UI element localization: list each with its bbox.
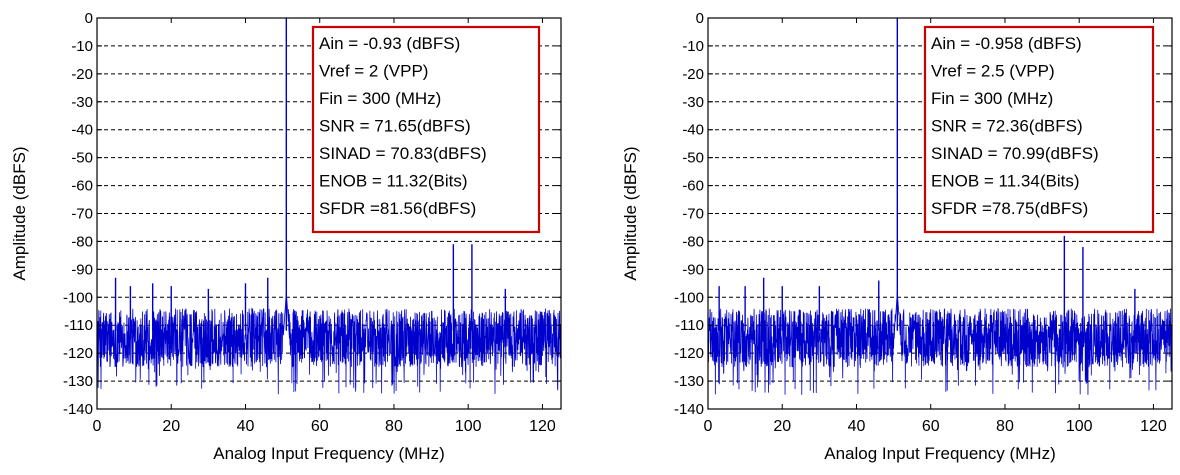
y-tick-label: -130 bbox=[674, 373, 704, 390]
x-tick-label: 120 bbox=[529, 418, 556, 435]
x-tick-label: 0 bbox=[93, 418, 102, 435]
annotation-line: SINAD = 70.83(dBFS) bbox=[319, 144, 487, 163]
annotation-line: SINAD = 70.99(dBFS) bbox=[931, 144, 1099, 163]
y-tick-label: -10 bbox=[682, 38, 704, 55]
y-tick-label: 0 bbox=[85, 10, 93, 27]
annotation-line: Vref = 2.5 (VPP) bbox=[931, 62, 1055, 81]
spurs bbox=[114, 18, 507, 331]
y-axis-label: Amplitude (dBFS) bbox=[621, 146, 640, 280]
y-tick-label: -10 bbox=[71, 38, 93, 55]
annotation-line: SFDR =81.56(dBFS) bbox=[319, 199, 476, 218]
x-axis-label: Analog Input Frequency (MHz) bbox=[824, 444, 1056, 463]
x-tick-label: 20 bbox=[162, 418, 180, 435]
y-tick-label: -30 bbox=[682, 94, 704, 111]
x-tick-label: 100 bbox=[455, 418, 482, 435]
chart-1: 0 -10 -20 -30 -40 -50 -60 -70 -80 -90 -100 -110 -120… bbox=[10, 10, 562, 463]
x-tick-label: 120 bbox=[1140, 418, 1167, 435]
y-axis: 0 -10 -20 -30 -40 -50 -60 -70 -80 -90 -100 -110 -120… bbox=[674, 10, 1172, 418]
x-tick-label: 0 bbox=[704, 418, 713, 435]
y-tick-label: -110 bbox=[64, 317, 93, 334]
x-axis-label: Analog Input Frequency (MHz) bbox=[213, 444, 445, 463]
annotation-line: Fin = 300 (MHz) bbox=[319, 89, 441, 108]
y-axis-label: Amplitude (dBFS) bbox=[10, 146, 29, 280]
y-tick-label: -60 bbox=[682, 178, 704, 195]
chart-2: 0 -10 -20 -30 -40 -50 -60 -70 -80 -90 -100 -110 -120… bbox=[621, 10, 1173, 463]
y-tick-label: -100 bbox=[63, 289, 93, 306]
y-tick-label: -140 bbox=[674, 401, 704, 418]
x-tick-label: 20 bbox=[773, 418, 791, 435]
spectrum-series bbox=[707, 291, 1173, 395]
annotation-frame bbox=[311, 25, 541, 234]
x-tick-label: 80 bbox=[996, 418, 1014, 435]
x-tick-label: 40 bbox=[848, 418, 866, 435]
y-tick-label: -90 bbox=[71, 261, 93, 278]
annotation-line: Ain = -0.958 (dBFS) bbox=[931, 34, 1082, 53]
x-axis: 0 20 40 60 80 100 120 bbox=[93, 18, 556, 435]
y-tick-label: 0 bbox=[696, 10, 704, 27]
y-tick-label: -60 bbox=[71, 178, 93, 195]
y-tick-label: -110 bbox=[675, 317, 704, 334]
y-tick-label: -20 bbox=[71, 66, 93, 83]
y-tick-label: -90 bbox=[682, 261, 704, 278]
y-axis: 0 -10 -20 -30 -40 -50 -60 -70 -80 -90 -100 -110 -120… bbox=[63, 10, 561, 418]
x-tick-label: 40 bbox=[237, 418, 255, 435]
y-tick-label: -40 bbox=[71, 122, 93, 139]
y-tick-label: -50 bbox=[682, 150, 704, 167]
y-tick-label: -130 bbox=[63, 373, 93, 390]
y-tick-label: -70 bbox=[71, 206, 93, 223]
annotation-line: Ain = -0.93 (dBFS) bbox=[319, 34, 460, 53]
y-tick-label: -80 bbox=[71, 233, 93, 250]
x-tick-label: 100 bbox=[1066, 418, 1093, 435]
y-tick-label: -80 bbox=[682, 233, 704, 250]
y-tick-label: -100 bbox=[674, 289, 704, 306]
annotation-frame bbox=[923, 25, 1155, 234]
annotation-line: ENOB = 11.34(Bits) bbox=[931, 172, 1080, 191]
spectrum-series bbox=[96, 291, 562, 395]
annotation-line: SNR = 72.36(dBFS) bbox=[931, 117, 1083, 136]
y-tick-label: -20 bbox=[682, 66, 704, 83]
annotation-line: SNR = 71.65(dBFS) bbox=[319, 117, 471, 136]
x-axis: 0 20 40 60 80 100 120 bbox=[704, 18, 1167, 435]
y-tick-label: -120 bbox=[63, 345, 93, 362]
annotation-box: Ain = -0.958 (dBFS) Vref = 2.5 (VPP) Fin =… bbox=[923, 25, 1155, 234]
spurs bbox=[718, 18, 1136, 331]
x-tick-label: 60 bbox=[311, 418, 329, 435]
annotation-line: Fin = 300 (MHz) bbox=[931, 89, 1053, 108]
annotation-line: SFDR =78.75(dBFS) bbox=[931, 199, 1088, 218]
x-tick-label: 60 bbox=[922, 418, 940, 435]
y-tick-label: -50 bbox=[71, 150, 93, 167]
y-tick-label: -70 bbox=[682, 206, 704, 223]
y-tick-label: -140 bbox=[63, 401, 93, 418]
annotation-line: ENOB = 11.32(Bits) bbox=[319, 172, 468, 191]
y-tick-label: -40 bbox=[682, 122, 704, 139]
annotation-line: Vref = 2 (VPP) bbox=[319, 62, 428, 81]
y-tick-label: -30 bbox=[71, 94, 93, 111]
y-tick-label: -120 bbox=[674, 345, 704, 362]
annotation-box: Ain = -0.93 (dBFS) Vref = 2 (VPP) Fin = 30… bbox=[311, 25, 541, 234]
x-tick-label: 80 bbox=[385, 418, 403, 435]
